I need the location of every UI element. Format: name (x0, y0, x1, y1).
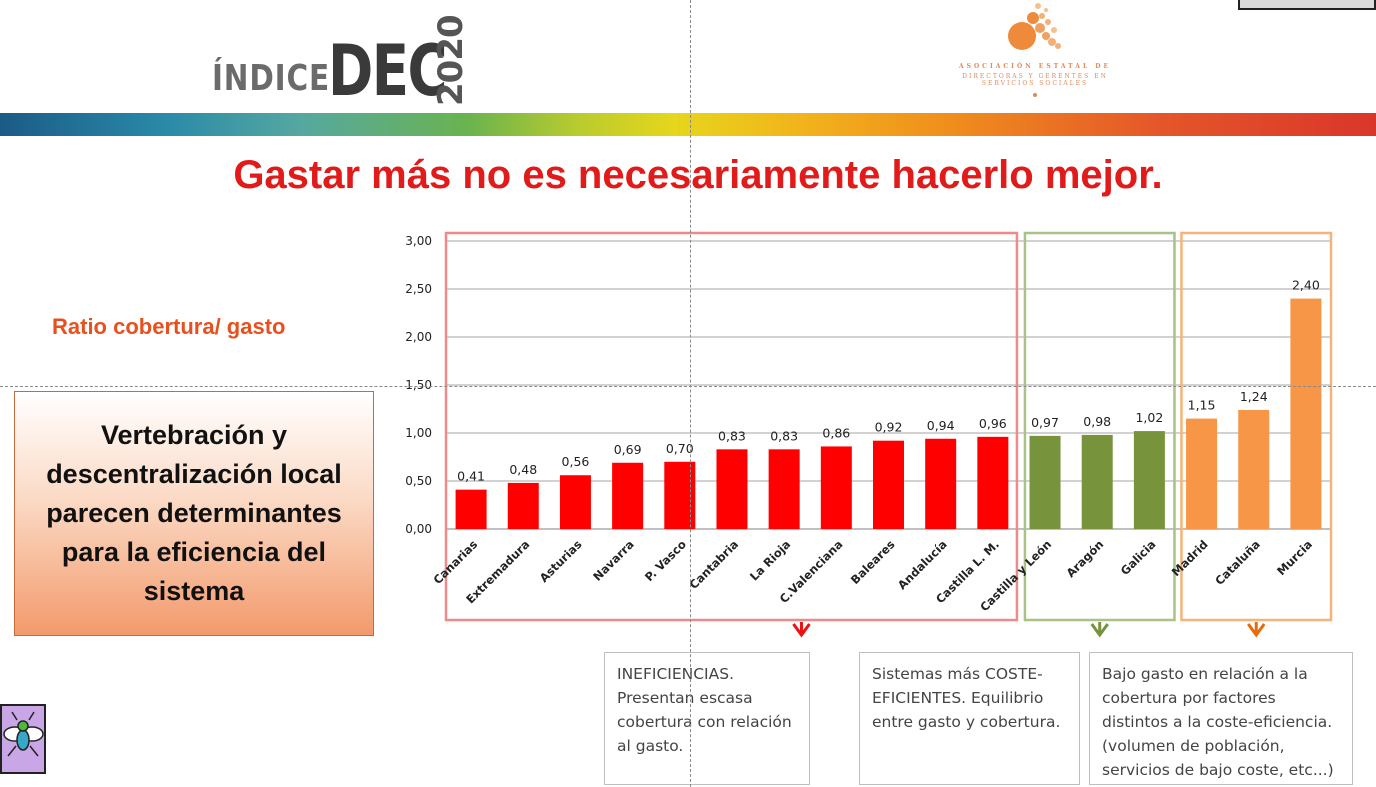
data-label: 0,70 (666, 441, 694, 456)
x-tick-label: Cantabria (686, 537, 741, 592)
association-name: ASOCIACIÓN ESTATAL DE DIRECTORAS Y GEREN… (940, 63, 1130, 97)
x-tick-label: P. Vasco (642, 537, 689, 584)
data-label: 0,56 (562, 454, 590, 469)
note-cost-efficient: Sistemas más COSTE-EFICIENTES. Equilibri… (859, 652, 1080, 785)
data-label: 0,83 (770, 428, 798, 443)
bar-canarias (455, 489, 487, 529)
fly-icon (0, 704, 46, 774)
y-tick-label: 2,00 (405, 330, 432, 344)
y-tick-label: 3,00 (405, 234, 432, 248)
data-label: 0,92 (875, 420, 903, 435)
bar-cantabria (716, 449, 748, 529)
group-frame-red (444, 231, 1019, 622)
data-label: 0,83 (718, 428, 746, 443)
bar-castilla-y-le-n (1029, 435, 1061, 529)
group-frame-orange (1180, 231, 1333, 622)
x-tick-label: Navarra (590, 537, 636, 583)
x-tick-label: Canarias (430, 537, 480, 587)
note-low-spending: Bajo gasto en relación a la cobertura po… (1089, 652, 1353, 785)
y-tick-label: 1,00 (405, 426, 432, 440)
bar-arag-n (1081, 434, 1113, 529)
down-arrow-icon (792, 622, 811, 638)
bar-chart: 0,00 0,50 1,00 1,50 2,00 2,50 3,00 0,41 Canaria… (405, 231, 1333, 638)
bar-galicia (1133, 431, 1165, 529)
bar-la-rioja (768, 449, 800, 529)
bar-madrid (1186, 418, 1218, 529)
logo-indice-text: ÍNDICE (212, 58, 330, 99)
bar-catalu-a (1238, 409, 1270, 529)
x-tick-label: Andalucía (895, 537, 950, 592)
y-tick-label: 0,00 (405, 522, 432, 536)
logo-dec-text: DEC (328, 30, 448, 112)
data-label: 0,86 (822, 425, 850, 440)
logo-year-text: 2020 (431, 15, 471, 106)
down-arrow-icon (1247, 622, 1266, 638)
x-tick-label: Galicia (1118, 537, 1159, 578)
bar-c-valenciana (820, 446, 852, 529)
guide-line-vertical (690, 0, 691, 787)
y-tick-label: 0,50 (405, 474, 432, 488)
bar-murcia (1290, 298, 1322, 529)
data-label: 2,40 (1292, 278, 1320, 293)
x-tick-label: Cataluña (1212, 537, 1263, 588)
x-tick-label: Baleares (848, 537, 898, 587)
data-label: 0,97 (1031, 415, 1059, 430)
x-tick-label: Murcia (1274, 537, 1315, 578)
slide-title: Gastar más no es necesariamente hacerlo … (233, 153, 1163, 197)
data-label: 1,02 (1135, 410, 1163, 425)
data-label: 0,69 (614, 442, 642, 457)
callout-box: Vertebración y descentralización local p… (14, 391, 374, 636)
data-label: 0,98 (1083, 414, 1111, 429)
x-tick-label: Asturias (537, 537, 585, 585)
note-inefficiencies: INEFICIENCIAS. Presentan escasa cobertur… (604, 652, 810, 785)
thumbnail-frame (1238, 0, 1376, 10)
data-label: 0,48 (509, 462, 537, 477)
ratio-label: Ratio cobertura/ gasto (52, 314, 286, 339)
y-tick-label: 1,50 (405, 378, 432, 392)
bar-asturias (559, 475, 591, 529)
data-label: 0,41 (457, 469, 485, 484)
data-label: 1,15 (1188, 398, 1216, 413)
association-line-1: ASOCIACIÓN ESTATAL DE (958, 63, 1112, 70)
y-tick-label: 2,50 (405, 282, 432, 296)
color-stripe (0, 113, 1376, 136)
data-label: 1,24 (1240, 389, 1268, 404)
bar-extremadura (507, 482, 539, 529)
bar-andaluc-a (925, 438, 957, 529)
association-line-3: SERVICIOS SOCIALES (981, 80, 1089, 87)
bar-castilla-l-m- (977, 436, 1009, 529)
data-label: 0,94 (927, 418, 955, 433)
data-label: 0,96 (979, 416, 1007, 431)
logo-year: 2020 (431, 15, 471, 106)
association-logo-icon (1008, 3, 1061, 50)
association-dot-icon (1033, 93, 1037, 97)
guide-line-horizontal (0, 386, 1376, 387)
x-tick-label: Aragón (1063, 537, 1106, 580)
callout-text: Vertebración y descentralización local p… (46, 419, 342, 607)
x-tick-label: La Rioja (747, 537, 793, 583)
bar-navarra (612, 462, 644, 529)
down-arrow-icon (1090, 622, 1109, 638)
bar-baleares (873, 440, 904, 529)
association-line-2: DIRECTORAS Y GERENTES EN (962, 73, 1108, 80)
group-frame-green (1023, 231, 1176, 622)
